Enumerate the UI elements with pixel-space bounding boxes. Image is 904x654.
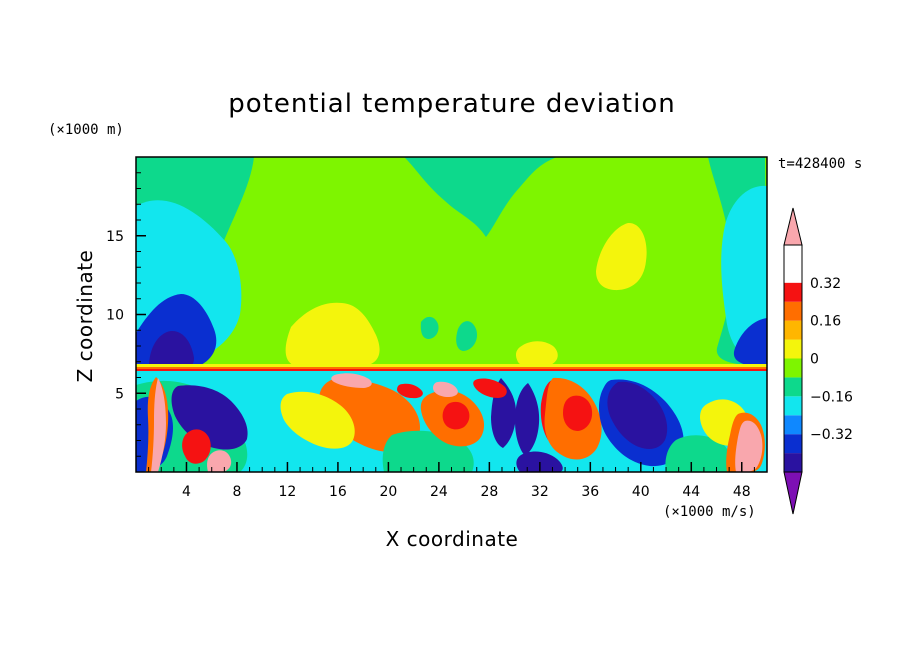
colorbar-band-9 bbox=[784, 282, 802, 302]
x-tick-label-32: 32 bbox=[531, 484, 549, 500]
colorbar-band-8 bbox=[784, 301, 802, 321]
colorbar-band-7 bbox=[784, 320, 802, 340]
y-tick-label-10: 10 bbox=[106, 308, 124, 324]
lower-pink-streak-2 bbox=[433, 381, 458, 397]
colorbar-band-0 bbox=[784, 453, 802, 472]
x-tick-label-44: 44 bbox=[682, 484, 700, 500]
x-tick-label-28: 28 bbox=[480, 484, 498, 500]
mid-yellow-patch bbox=[515, 341, 558, 368]
lower-turbulent-field bbox=[136, 371, 767, 472]
colorbar: 0.32 0.16 0 −0.16 −0.32 bbox=[783, 207, 853, 515]
central-yellow-plume bbox=[285, 302, 380, 369]
colorbar-band-3 bbox=[784, 396, 802, 416]
x-tick-label-36: 36 bbox=[581, 484, 599, 500]
colorbar-top-arrow bbox=[783, 207, 803, 246]
interface-stripe-2 bbox=[136, 367, 767, 369]
colorbar-label-1: 0.16 bbox=[810, 314, 841, 330]
interface-stripe-1 bbox=[136, 364, 767, 367]
colorbar-band-6 bbox=[784, 339, 802, 359]
lower-right-green-region bbox=[665, 435, 731, 472]
lower-mid-dark-base bbox=[516, 451, 563, 472]
x-tick-label-16: 16 bbox=[329, 484, 347, 500]
x-tick-label-20: 20 bbox=[379, 484, 397, 500]
mid-green-plume-1 bbox=[420, 316, 439, 339]
lower-right-pink-column bbox=[735, 420, 763, 472]
x-tick-label-24: 24 bbox=[430, 484, 448, 500]
right-blue-region bbox=[733, 318, 767, 368]
colorbar-label-3: −0.16 bbox=[810, 389, 853, 405]
time-label: t=428400 s bbox=[778, 156, 862, 172]
colorbar-band-2 bbox=[784, 415, 802, 435]
colorbar-band-4 bbox=[784, 377, 802, 397]
colorbar-band-5 bbox=[784, 358, 802, 378]
x-axis-title: X coordinate bbox=[386, 527, 519, 551]
lower-mid-turbulence-red bbox=[442, 401, 470, 430]
x-tick-label-48: 48 bbox=[733, 484, 751, 500]
colorbar-label-0: 0.32 bbox=[810, 276, 841, 292]
colorbar-outline bbox=[783, 244, 803, 473]
colorbar-label-2: 0 bbox=[810, 352, 819, 368]
y-axis-unit: (×1000 m) bbox=[48, 122, 124, 138]
x-tick-label-12: 12 bbox=[279, 484, 297, 500]
central-upper-green-tongue bbox=[404, 157, 557, 237]
colorbar-band-1 bbox=[784, 434, 802, 454]
colorbar-label-4: −0.32 bbox=[810, 427, 853, 443]
colorbar-bottom-arrow bbox=[783, 471, 803, 515]
x-tick-label-40: 40 bbox=[632, 484, 650, 500]
mid-green-plume-2 bbox=[456, 321, 478, 351]
y-axis-title: Z coordinate bbox=[73, 250, 97, 383]
lower-left-red-ripple bbox=[182, 429, 211, 464]
lower-right-red-patch bbox=[563, 395, 593, 431]
lower-right-dark-core bbox=[607, 381, 668, 449]
x-tick-label-8: 8 bbox=[232, 484, 241, 500]
x-axis-unit: (×1000 m/s) bbox=[663, 504, 756, 520]
y-tick-label-5: 5 bbox=[115, 386, 124, 402]
right-yellow-plume bbox=[596, 222, 647, 291]
x-tick-label-4: 4 bbox=[182, 484, 191, 500]
lower-pink-streak-1 bbox=[331, 373, 372, 388]
y-tick-label-15: 15 bbox=[106, 229, 124, 245]
lower-center-yellow-region bbox=[280, 391, 355, 449]
plot-field bbox=[136, 157, 767, 472]
lower-left-pink-column bbox=[151, 378, 166, 472]
interface-stripe-3 bbox=[136, 369, 767, 371]
lower-mid-dark-column-2 bbox=[515, 383, 540, 456]
lower-left-pink-ripple bbox=[207, 450, 232, 472]
chart-title: potential temperature deviation bbox=[228, 89, 675, 119]
x-axis: 4 8 12 16 20 24 28 32 36 40 44 48 bbox=[148, 462, 755, 500]
lower-red-streak-2 bbox=[397, 383, 423, 399]
y-axis: 5 10 15 bbox=[106, 172, 146, 457]
left-dark-blue-core bbox=[149, 330, 194, 371]
lower-red-streak-1 bbox=[473, 378, 507, 398]
